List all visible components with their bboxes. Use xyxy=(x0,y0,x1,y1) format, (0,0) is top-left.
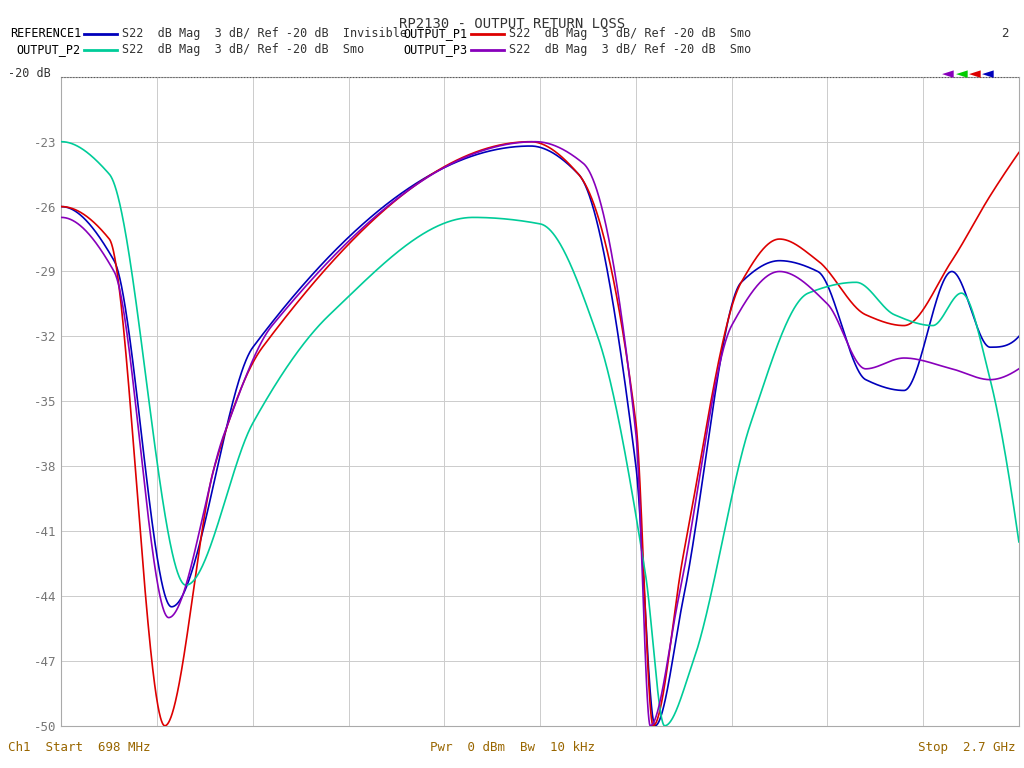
Text: Stop  2.7 GHz: Stop 2.7 GHz xyxy=(919,741,1016,754)
Text: S22  dB Mag  3 dB/ Ref -20 dB  Smo: S22 dB Mag 3 dB/ Ref -20 dB Smo xyxy=(122,44,365,56)
Text: 2: 2 xyxy=(1001,28,1009,40)
Text: ◄: ◄ xyxy=(942,66,954,81)
Text: Ch1  Start  698 MHz: Ch1 Start 698 MHz xyxy=(8,741,151,754)
Text: ◄: ◄ xyxy=(982,66,994,81)
Text: S22  dB Mag  3 dB/ Ref -20 dB  Invisible: S22 dB Mag 3 dB/ Ref -20 dB Invisible xyxy=(122,28,407,40)
Text: RP2130 - OUTPUT RETURN LOSS: RP2130 - OUTPUT RETURN LOSS xyxy=(399,17,625,31)
Text: OUTPUT_P2: OUTPUT_P2 xyxy=(16,44,81,56)
Text: ◄: ◄ xyxy=(955,66,968,81)
Text: S22  dB Mag  3 dB/ Ref -20 dB  Smo: S22 dB Mag 3 dB/ Ref -20 dB Smo xyxy=(509,28,752,40)
Text: Pwr  0 dBm  Bw  10 kHz: Pwr 0 dBm Bw 10 kHz xyxy=(429,741,595,754)
Text: OUTPUT_P1: OUTPUT_P1 xyxy=(403,28,468,40)
Text: ◄: ◄ xyxy=(969,66,981,81)
Text: OUTPUT_P3: OUTPUT_P3 xyxy=(403,44,468,56)
Text: -20 dB: -20 dB xyxy=(8,68,51,80)
Text: REFERENCE1: REFERENCE1 xyxy=(9,28,81,40)
Text: S22  dB Mag  3 dB/ Ref -20 dB  Smo: S22 dB Mag 3 dB/ Ref -20 dB Smo xyxy=(509,44,752,56)
